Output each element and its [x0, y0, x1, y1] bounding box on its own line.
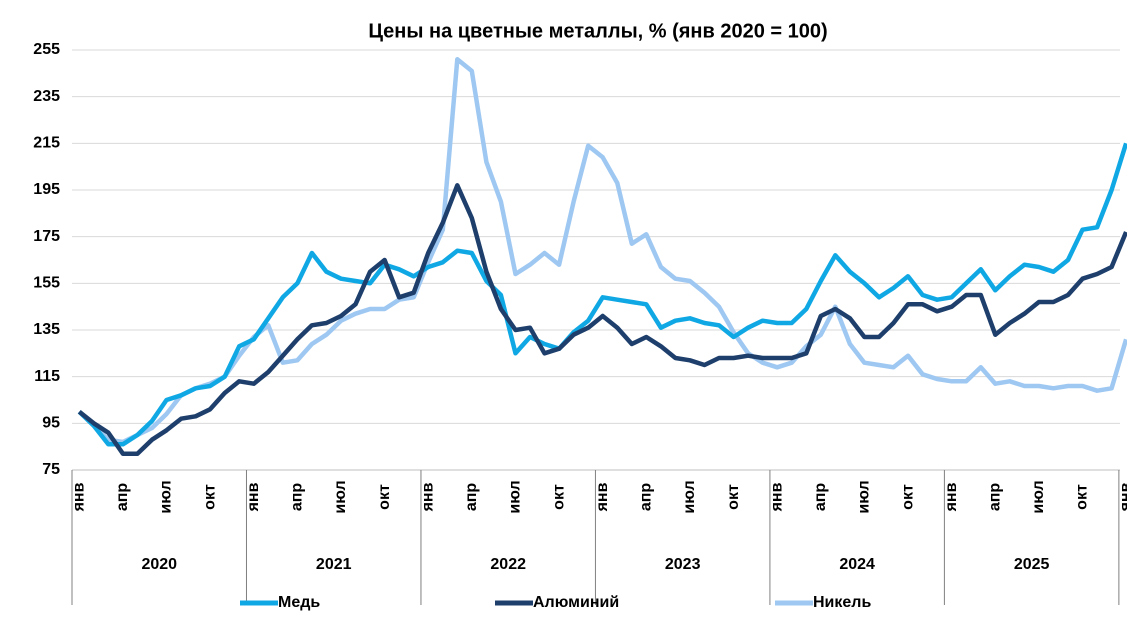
year-label: 2022	[490, 556, 526, 573]
x-tick-label: окт	[899, 484, 916, 510]
x-tick-label: янв	[943, 482, 960, 512]
x-tick-label: июл	[856, 480, 873, 513]
x-tick-label: апр	[812, 483, 829, 512]
y-tick-label: 215	[33, 135, 60, 152]
x-tick-label: июл	[1030, 480, 1047, 513]
year-label: 2021	[316, 556, 352, 573]
x-tick-label: янв	[70, 482, 87, 512]
x-tick-label: окт	[376, 484, 393, 510]
y-tick-label: 175	[33, 228, 60, 245]
x-tick-label: июл	[681, 480, 698, 513]
y-tick-label: 155	[33, 275, 60, 292]
x-tick-label: окт	[725, 484, 742, 510]
series-line	[77, 183, 1127, 456]
x-tick-label: апр	[289, 483, 306, 512]
y-tick-label: 115	[34, 368, 60, 385]
x-tick-label: янв	[419, 482, 436, 512]
y-tick-label: 255	[33, 41, 60, 58]
legend-label: Алюминий	[533, 594, 619, 611]
legend-label: Медь	[278, 594, 320, 611]
legend-label: Никель	[813, 594, 871, 611]
y-tick-label: 95	[42, 415, 60, 432]
y-tick-label: 195	[33, 181, 60, 198]
x-tick-label: янв	[594, 482, 611, 512]
x-tick-label: июл	[507, 480, 524, 513]
x-tick-label: янв	[245, 482, 262, 512]
chart-title: Цены на цветные металлы, % (янв 2020 = 1…	[368, 20, 827, 42]
x-tick-label: июл	[158, 480, 175, 513]
y-tick-label: 135	[33, 321, 60, 338]
year-label: 2020	[141, 556, 177, 573]
x-tick-label: июл	[332, 480, 349, 513]
x-tick-label: апр	[114, 483, 131, 512]
y-tick-label: 75	[42, 461, 60, 478]
year-label: 2025	[1014, 556, 1050, 573]
x-tick-label: апр	[463, 483, 480, 512]
x-tick-label: окт	[1074, 484, 1091, 510]
x-tick-label: окт	[201, 484, 218, 510]
x-tick-label: окт	[550, 484, 567, 510]
year-label: 2024	[839, 556, 875, 573]
x-tick-label: янв	[768, 482, 785, 512]
y-tick-label: 235	[33, 88, 60, 105]
x-tick-label: апр	[987, 483, 1004, 512]
x-tick-label: янв	[1117, 482, 1127, 512]
x-tick-label: апр	[638, 483, 655, 512]
series-line	[77, 142, 1127, 447]
year-label: 2023	[665, 556, 701, 573]
